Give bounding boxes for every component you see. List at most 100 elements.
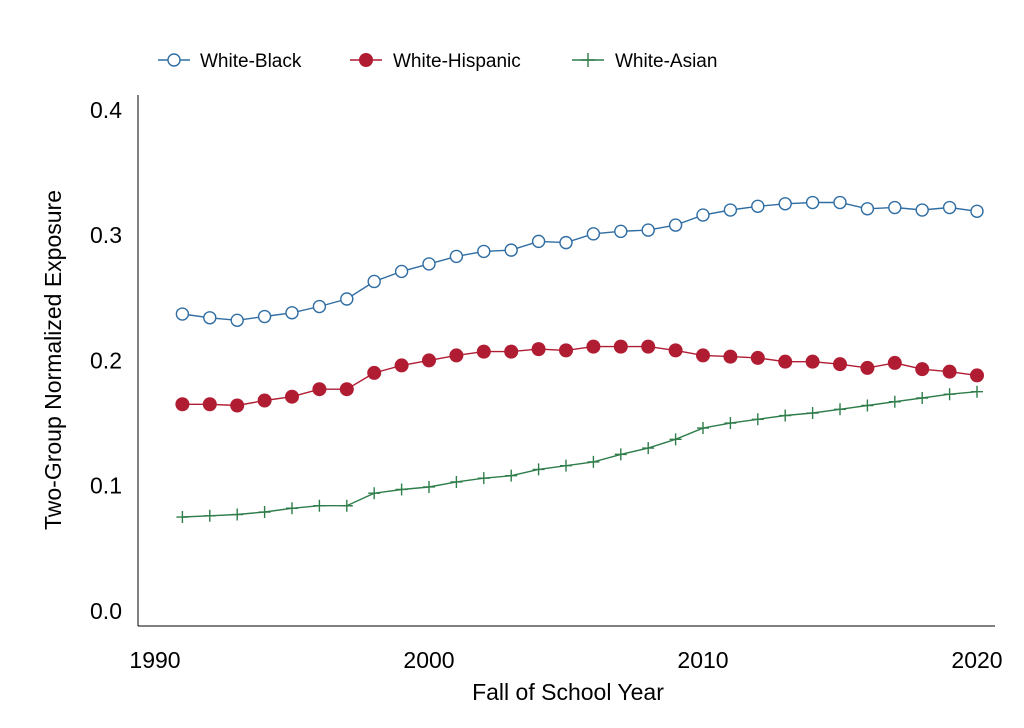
legend-label-white-asian: White-Asian [615, 51, 717, 72]
data-point-white-black-1995 [285, 306, 299, 320]
y-tick-label-0.1: 0.1 [90, 473, 122, 499]
data-point-white-asian-2002 [477, 472, 490, 485]
y-tick-label-0.0: 0.0 [90, 598, 122, 624]
x-axis-title: Fall of School Year [472, 679, 664, 705]
series-white-hispanic [175, 339, 984, 413]
data-point-white-asian-1997 [340, 499, 353, 512]
data-point-white-hispanic-2000 [422, 353, 436, 368]
data-point-white-hispanic-2005 [559, 343, 573, 358]
legend: White-Black White-Hispanic White-Asian [158, 51, 717, 72]
x-tick-label-2020: 2020 [951, 647, 1002, 673]
data-point-white-asian-2004 [532, 463, 545, 476]
data-point-white-asian-2010 [697, 422, 709, 435]
series-line-white-black [182, 201, 978, 322]
legend-label-white-hispanic: White-Hispanic [393, 51, 521, 72]
data-point-white-asian-2011 [724, 417, 737, 430]
data-point-white-black-2000 [422, 257, 436, 271]
data-point-white-black-2002 [477, 244, 491, 259]
legend-label-white-black: White-Black [200, 51, 302, 72]
y-axis-ticks: 0.0 0.1 0.2 0.3 0.4 [90, 97, 122, 624]
data-point-white-hispanic-2014 [805, 354, 820, 369]
data-point-white-asian-2013 [779, 409, 792, 422]
x-tick-label-1990: 1990 [129, 647, 180, 673]
y-tick-label-0.3: 0.3 [90, 222, 122, 248]
data-point-white-hispanic-1998 [367, 365, 382, 380]
data-point-white-hispanic-2001 [449, 348, 464, 363]
data-point-white-hispanic-1999 [394, 358, 409, 373]
data-point-white-black-1994 [257, 309, 272, 324]
data-point-white-asian-2008 [642, 442, 655, 455]
data-point-white-asian-2003 [505, 469, 518, 482]
data-point-white-hispanic-2016 [860, 360, 875, 375]
data-point-white-hispanic-2008 [641, 339, 656, 354]
data-point-white-black-2006 [586, 227, 601, 241]
data-point-white-hispanic-2004 [531, 342, 546, 357]
data-point-white-black-2016 [860, 202, 875, 216]
data-point-white-hispanic-2003 [504, 344, 519, 359]
data-point-white-asian-1998 [368, 487, 381, 500]
legend-marker-white-black [167, 53, 181, 67]
data-point-white-hispanic-2017 [887, 355, 902, 370]
data-point-white-asian-1993 [231, 508, 244, 521]
data-point-white-asian-2000 [423, 480, 435, 493]
data-point-white-hispanic-2011 [723, 349, 738, 364]
data-point-white-black-2012 [751, 199, 765, 213]
series-layer [175, 195, 984, 524]
data-point-white-asian-2006 [587, 455, 600, 468]
data-point-white-black-2017 [888, 200, 902, 215]
data-point-white-hispanic-1995 [285, 389, 299, 404]
axes: 1990 2000 2010 2020 0.0 0.1 0.2 0.3 0.4 [90, 95, 1003, 673]
legend-marker-white-hispanic [359, 53, 373, 67]
data-point-white-black-1998 [367, 274, 381, 289]
data-point-white-black-2008 [641, 223, 655, 237]
data-point-white-black-2004 [531, 234, 546, 249]
data-point-white-asian-2015 [834, 403, 846, 416]
data-point-white-black-2011 [723, 203, 738, 217]
data-point-white-asian-2014 [806, 407, 819, 420]
data-point-white-asian-2005 [560, 459, 572, 472]
series-white-black [175, 195, 984, 328]
data-point-white-hispanic-2007 [613, 339, 628, 354]
data-point-white-asian-2001 [450, 475, 463, 488]
legend-marker-white-asian [581, 53, 595, 67]
data-point-white-hispanic-2019 [942, 364, 957, 379]
data-point-white-hispanic-1994 [257, 393, 272, 408]
data-point-white-black-2019 [942, 200, 957, 215]
x-tick-label-2010: 2010 [677, 647, 728, 673]
series-white-asian [176, 385, 983, 524]
data-point-white-hispanic-2020 [970, 368, 984, 383]
data-point-white-black-2005 [559, 235, 573, 250]
data-point-white-black-1993 [230, 313, 244, 328]
data-point-white-black-2009 [668, 218, 683, 232]
legend-item-white-black: White-Black [158, 51, 302, 72]
series-line-white-asian [182, 391, 978, 518]
data-point-white-black-2018 [915, 203, 929, 217]
data-point-white-black-1991 [175, 307, 190, 321]
data-point-white-black-1999 [394, 264, 409, 279]
data-point-white-black-2015 [833, 195, 847, 210]
data-point-white-hispanic-2013 [778, 354, 793, 369]
data-point-white-hispanic-1992 [202, 397, 217, 412]
y-tick-label-0.4: 0.4 [90, 97, 122, 123]
data-point-white-black-1996 [312, 299, 327, 314]
y-axis-title: Two-Group Normalized Exposure [40, 190, 66, 530]
data-point-white-black-2001 [449, 249, 464, 264]
data-point-white-hispanic-1997 [339, 382, 354, 397]
data-point-white-hispanic-2012 [750, 350, 765, 365]
data-point-white-hispanic-2009 [668, 343, 683, 358]
legend-item-white-asian: White-Asian [572, 51, 717, 72]
data-point-white-black-2014 [805, 195, 820, 210]
data-point-white-asian-1996 [313, 499, 326, 512]
data-point-white-asian-1995 [286, 502, 298, 515]
data-point-white-hispanic-1993 [230, 398, 245, 413]
data-point-white-hispanic-1991 [175, 397, 190, 412]
legend-item-white-hispanic: White-Hispanic [350, 51, 521, 72]
data-point-white-asian-1992 [203, 509, 216, 522]
data-point-white-asian-2012 [751, 413, 764, 426]
data-point-white-hispanic-2010 [696, 348, 710, 363]
data-point-white-hispanic-1996 [312, 382, 327, 397]
data-point-white-black-1997 [340, 292, 354, 306]
x-axis-ticks: 1990 2000 2010 2020 [129, 647, 1002, 673]
data-point-white-black-2013 [778, 197, 792, 211]
